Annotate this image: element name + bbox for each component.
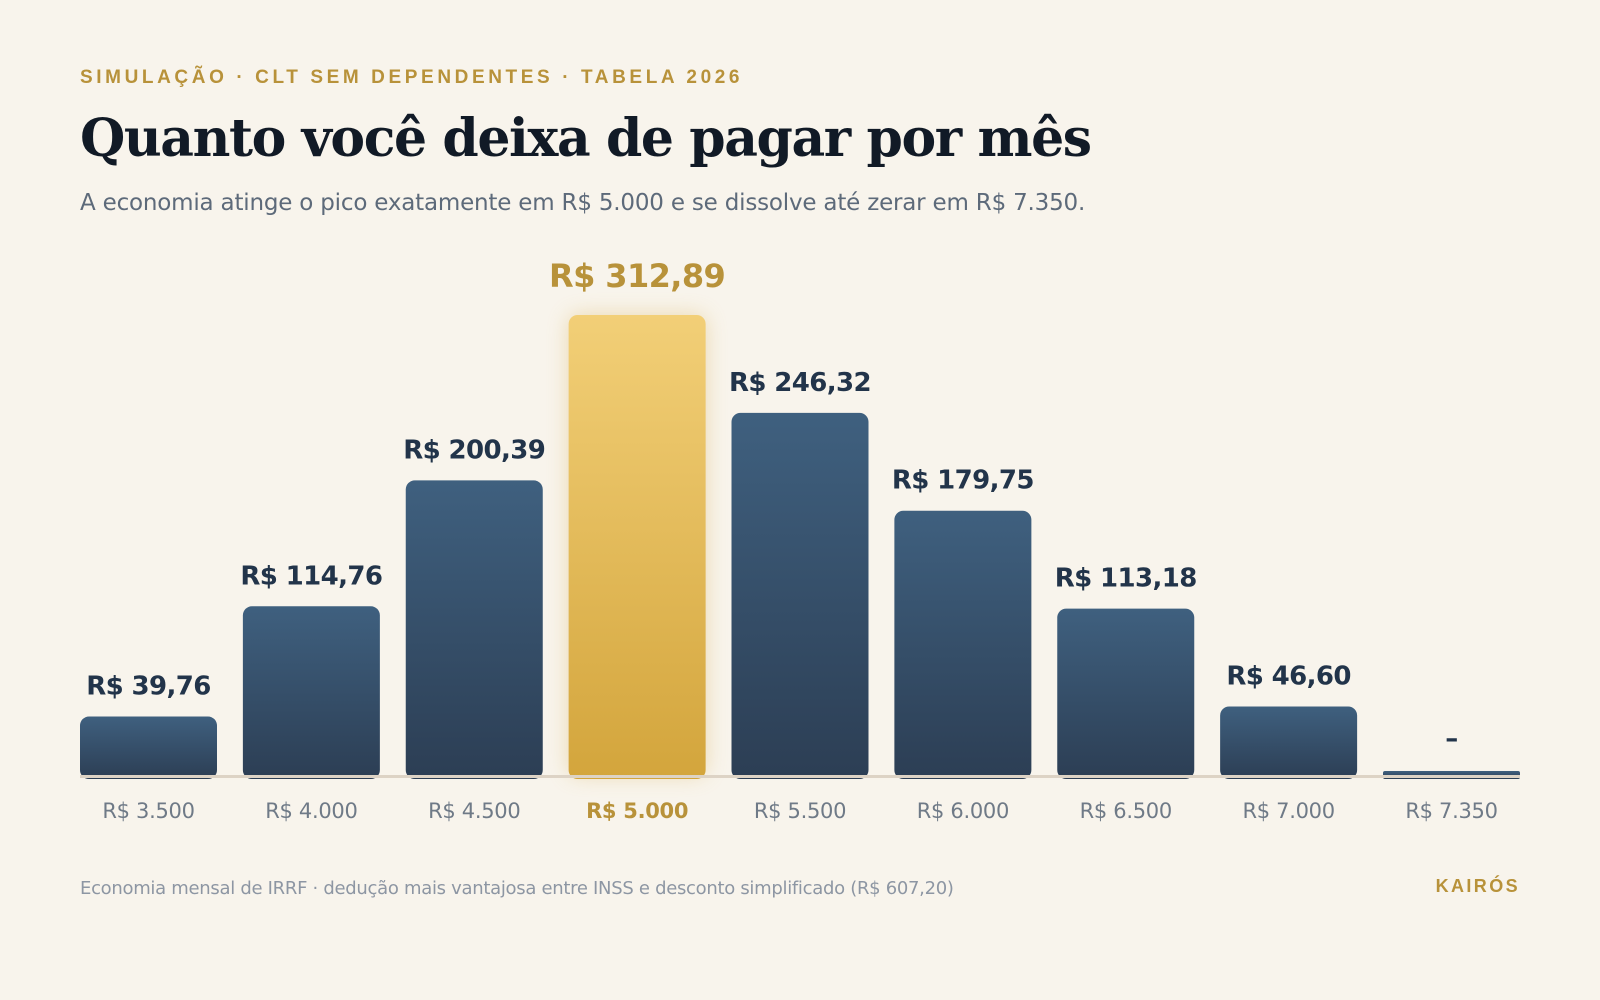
x-tick-label: R$ 4.000: [265, 799, 357, 823]
bars-group: [80, 315, 1520, 779]
chart-subtitle: A economia atinge o pico exatamente em R…: [80, 190, 1086, 216]
bar: [731, 412, 869, 779]
chart-title: Quanto você deixa de pagar por mês: [80, 108, 1092, 169]
footnote: Economia mensal de IRRF · dedução mais v…: [80, 878, 954, 899]
bar-value-label: R$ 246,32: [729, 368, 871, 398]
bar-value-label: R$ 113,18: [1055, 564, 1197, 594]
bar-value-label: R$ 39,76: [86, 672, 211, 702]
x-tick-label: R$ 6.000: [917, 799, 1009, 823]
bar-value-label: R$ 114,76: [240, 561, 382, 591]
kicker-label: SIMULAÇÃO · CLT SEM DEPENDENTES · TABELA…: [80, 67, 744, 88]
bar-value-label: –: [1445, 724, 1457, 754]
x-tick-label: R$ 5.500: [754, 799, 846, 823]
bar: [405, 480, 543, 779]
bar-chart: R$ 39,76 R$ 3.500 R$ 114,76 R$ 4.000 R$ 200,…: [80, 257, 1520, 823]
bar-value-label: R$ 46,60: [1226, 661, 1351, 691]
labels-group: R$ 39,76 R$ 3.500 R$ 114,76 R$ 4.000 R$ 200,…: [86, 257, 1498, 823]
x-tick-label: R$ 3.500: [102, 799, 194, 823]
bar-value-label: R$ 200,39: [403, 435, 545, 465]
bar: [1220, 706, 1358, 779]
bar: [1057, 608, 1195, 779]
x-tick-label: R$ 6.500: [1080, 799, 1172, 823]
x-tick-label: R$ 7.000: [1242, 799, 1334, 823]
bar: [242, 606, 380, 779]
bar-highlight: [568, 315, 706, 779]
bar: [894, 510, 1032, 779]
x-tick-label: R$ 5.000: [586, 799, 688, 823]
brand-logo: KAIRÓS: [1435, 876, 1520, 896]
x-tick-label: R$ 4.500: [428, 799, 520, 823]
bar-value-label: R$ 312,89: [549, 257, 725, 295]
chart-card: SIMULAÇÃO · CLT SEM DEPENDENTES · TABELA…: [80, 0, 1520, 1000]
x-tick-label: R$ 7.350: [1405, 799, 1497, 823]
bar-value-label: R$ 179,75: [892, 466, 1034, 496]
bar: [80, 716, 217, 779]
